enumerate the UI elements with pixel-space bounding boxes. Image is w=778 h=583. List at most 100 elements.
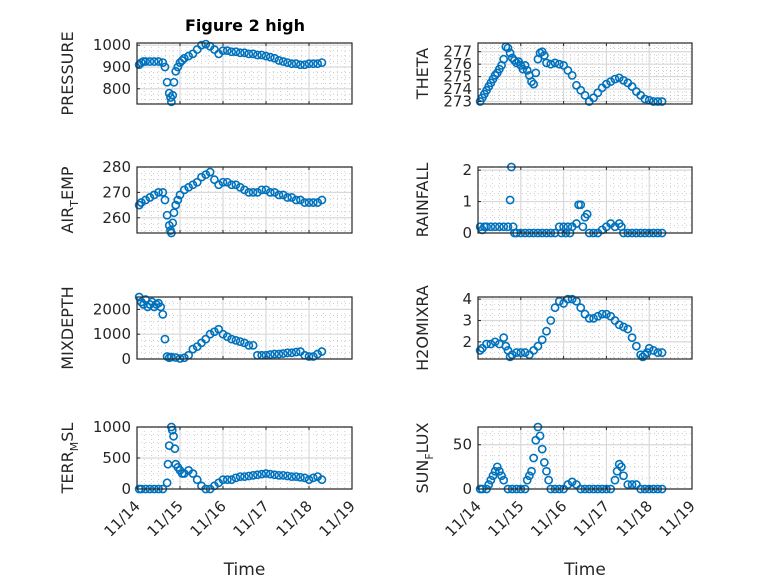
data-point bbox=[222, 475, 232, 485]
data-point bbox=[252, 50, 262, 60]
y-tick-label: 276 bbox=[443, 55, 472, 73]
data-point bbox=[539, 51, 549, 60]
data-point bbox=[287, 348, 297, 358]
data-point bbox=[503, 43, 513, 53]
data-point bbox=[240, 338, 249, 348]
data-point bbox=[313, 59, 322, 69]
y-axis-label-main: H2OMIXRA bbox=[413, 285, 432, 371]
data-point bbox=[291, 472, 301, 481]
y-axis-label-main: THETA bbox=[413, 48, 432, 100]
axes-frame bbox=[477, 296, 693, 360]
panel-air-temp: 260 270 280 AIRTEMP bbox=[58, 158, 353, 238]
data-point bbox=[527, 77, 536, 86]
data-point bbox=[227, 180, 236, 190]
data-point bbox=[597, 309, 607, 319]
data-point bbox=[218, 475, 228, 485]
data-point bbox=[550, 58, 560, 68]
data-point bbox=[168, 90, 178, 100]
data-point bbox=[205, 329, 215, 339]
data-point bbox=[175, 190, 185, 200]
data-point bbox=[295, 60, 305, 70]
data-point bbox=[166, 352, 176, 362]
y-tick-label: 277 bbox=[443, 43, 472, 61]
data-point bbox=[623, 324, 633, 334]
data-point bbox=[542, 58, 551, 68]
data-point bbox=[497, 471, 506, 481]
x-tick-label: 11/18 bbox=[613, 497, 656, 540]
x-tick-label: 11/14 bbox=[101, 497, 144, 540]
data-point bbox=[533, 341, 543, 351]
data-point bbox=[554, 59, 564, 69]
data-point bbox=[567, 70, 577, 80]
data-point bbox=[300, 473, 310, 483]
data-point bbox=[653, 97, 663, 106]
axes-frame bbox=[136, 296, 353, 360]
data-point bbox=[563, 294, 573, 304]
data-point bbox=[160, 334, 170, 344]
data-point bbox=[160, 62, 170, 72]
data-point bbox=[136, 198, 146, 207]
data-point bbox=[214, 324, 224, 334]
data-point bbox=[248, 187, 258, 197]
data-point bbox=[503, 222, 513, 232]
data-point bbox=[490, 70, 500, 80]
data-point bbox=[584, 313, 594, 323]
y-tick-label: 0 bbox=[121, 480, 131, 498]
data-point bbox=[168, 218, 178, 228]
x-tick-label: 11/17 bbox=[570, 497, 613, 540]
data-point bbox=[554, 296, 564, 306]
y-tick-label: 270 bbox=[102, 183, 131, 201]
data-point bbox=[490, 466, 500, 476]
data-point bbox=[145, 57, 155, 66]
panel-rainfall: 0 1 2 RAINFALL bbox=[413, 161, 693, 242]
panel-sun-flux: 0 50 11/14 11/15 11/16 11/17 11/18 11/19 Time SUN… bbox=[413, 422, 699, 580]
data-point bbox=[244, 340, 254, 350]
data-point bbox=[482, 339, 491, 349]
data-point bbox=[265, 52, 275, 62]
data-point bbox=[265, 187, 275, 197]
data-point bbox=[580, 90, 590, 100]
y-axis-label: SUNFLUX bbox=[413, 422, 436, 493]
data-point bbox=[627, 480, 637, 489]
data-point bbox=[197, 40, 206, 50]
data-point bbox=[505, 195, 515, 205]
data-point bbox=[261, 185, 271, 195]
data-point bbox=[274, 470, 284, 480]
data-point bbox=[492, 462, 502, 472]
data-point bbox=[179, 353, 189, 363]
y-axis-label: PRESSURE bbox=[58, 31, 77, 115]
y-tick-label: 0 bbox=[121, 350, 131, 368]
data-point bbox=[283, 193, 292, 202]
data-point bbox=[507, 350, 517, 360]
data-point bbox=[160, 195, 170, 205]
data-point bbox=[649, 97, 658, 106]
data-point bbox=[291, 195, 301, 205]
data-point bbox=[512, 348, 521, 357]
data-point bbox=[527, 466, 536, 476]
data-point bbox=[627, 333, 637, 343]
y-tick-label: 0 bbox=[462, 480, 472, 498]
data-point bbox=[576, 303, 586, 313]
data-point bbox=[610, 475, 620, 485]
x-tick-label: 11/14 bbox=[442, 497, 485, 540]
plot-area bbox=[137, 297, 352, 359]
data-point bbox=[499, 333, 509, 343]
x-axis-label: Time bbox=[223, 560, 266, 580]
data-point bbox=[644, 343, 654, 353]
data-point bbox=[141, 57, 150, 66]
y-tick-label: 3 bbox=[462, 312, 472, 330]
axes-frame bbox=[477, 42, 693, 105]
data-point bbox=[486, 222, 496, 232]
data-point bbox=[188, 180, 198, 190]
data-point bbox=[614, 73, 624, 83]
data-point bbox=[274, 349, 284, 359]
data-point bbox=[201, 170, 211, 180]
data-point bbox=[252, 470, 262, 480]
y-axis-label: RAINFALL bbox=[413, 163, 432, 238]
data-point bbox=[222, 332, 232, 342]
data-point bbox=[274, 190, 284, 200]
data-point bbox=[291, 59, 301, 69]
data-point bbox=[252, 187, 262, 197]
data-point bbox=[201, 334, 211, 344]
data-point bbox=[576, 85, 586, 95]
